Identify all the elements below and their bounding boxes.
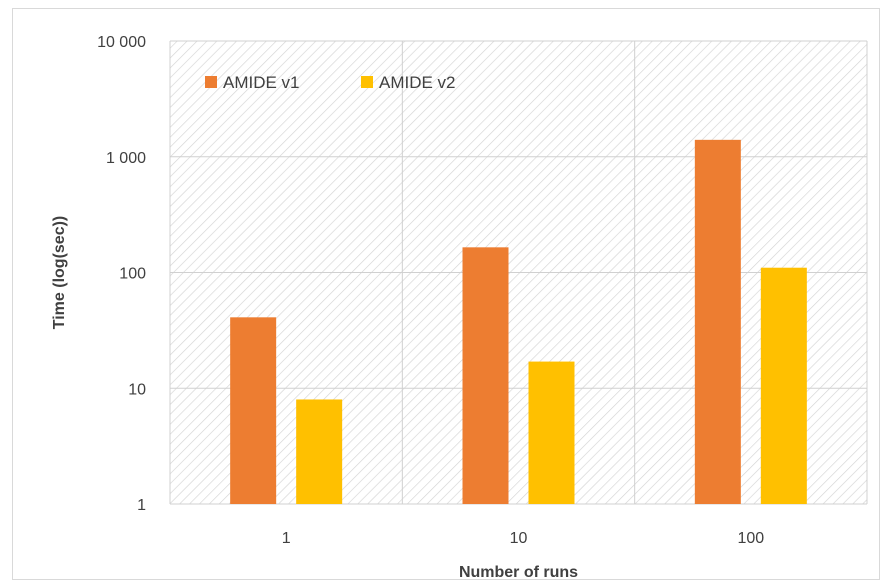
y-axis-title: Time (log(sec)) [51, 216, 68, 330]
bars [230, 139, 807, 504]
bar [230, 317, 277, 504]
legend-swatch [205, 76, 217, 88]
x-tick-label: 100 [737, 530, 764, 547]
legend: AMIDE v1 AMIDE v2 [205, 73, 456, 92]
y-tick-label: 10 [128, 381, 146, 398]
gridlines [169, 40, 868, 505]
x-axis-title: Number of runs [459, 564, 578, 581]
bar [694, 139, 741, 504]
x-tick-label: 10 [510, 530, 528, 547]
bar [760, 267, 807, 504]
legend-label: AMIDE v2 [379, 73, 456, 92]
chart-frame [12, 8, 880, 580]
legend-swatch [361, 76, 373, 88]
y-axis-ticks: 1 10 100 1 000 10 000 [97, 34, 146, 514]
bar [296, 399, 343, 504]
y-tick-label: 1 000 [106, 150, 146, 167]
bar [462, 247, 509, 504]
y-tick-label: 10 000 [97, 34, 146, 51]
x-tick-label: 1 [282, 530, 291, 547]
legend-label: AMIDE v1 [223, 73, 300, 92]
y-tick-label: 1 [137, 497, 146, 514]
x-axis-ticks: 1 10 100 [282, 530, 765, 547]
bar [528, 361, 575, 504]
y-tick-label: 100 [119, 266, 146, 283]
